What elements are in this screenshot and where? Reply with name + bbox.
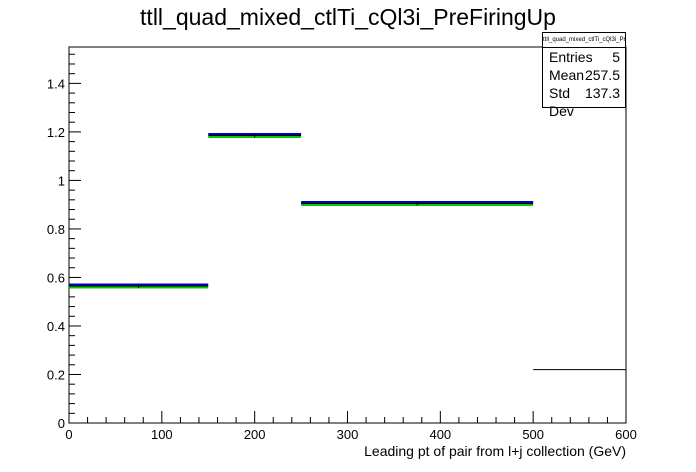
- y-tick-label: 1.2: [47, 125, 65, 140]
- x-tick-label: 300: [337, 427, 359, 442]
- chart-title: ttll_quad_mixed_ctlTi_cQl3i_PreFiringUp: [140, 4, 556, 30]
- x-tick-label: 600: [615, 427, 637, 442]
- y-tick-label: 1: [58, 173, 65, 188]
- x-tick-label: 100: [151, 427, 173, 442]
- x-tick-label: 400: [429, 427, 451, 442]
- stats-value: 137.3: [584, 85, 620, 101]
- stats-label: Entries: [549, 49, 593, 65]
- stats-title: ttll_quad_mixed_ctlTi_cQl3i_PreFiringUp: [543, 33, 625, 48]
- y-tick-label: 1.4: [47, 76, 65, 91]
- x-tick-label: 500: [522, 427, 544, 442]
- x-tick-label: 0: [65, 427, 72, 442]
- stats-label: Std Dev: [549, 85, 574, 119]
- stats-value: 5: [612, 49, 620, 65]
- stats-box: ttll_quad_mixed_ctlTi_cQl3i_PreFiringUp …: [542, 32, 626, 119]
- stats-label: Mean: [549, 67, 585, 83]
- stats-value: 257.5: [584, 67, 620, 83]
- y-tick-label: 0.2: [47, 367, 65, 382]
- y-tick-label: 0.4: [47, 319, 65, 334]
- y-tick-label: 0: [58, 416, 65, 431]
- stats-row-mean: Mean 257.5: [543, 66, 625, 84]
- x-tick-label: 200: [244, 427, 266, 442]
- stats-row-stddev: Std Dev 137.3: [543, 84, 625, 120]
- x-axis-label: Leading pt of pair from l+j collection (…: [364, 443, 626, 459]
- y-tick-label: 0.8: [47, 222, 65, 237]
- y-tick-label: 0.6: [47, 270, 65, 285]
- stats-row-entries: Entries 5: [543, 48, 625, 66]
